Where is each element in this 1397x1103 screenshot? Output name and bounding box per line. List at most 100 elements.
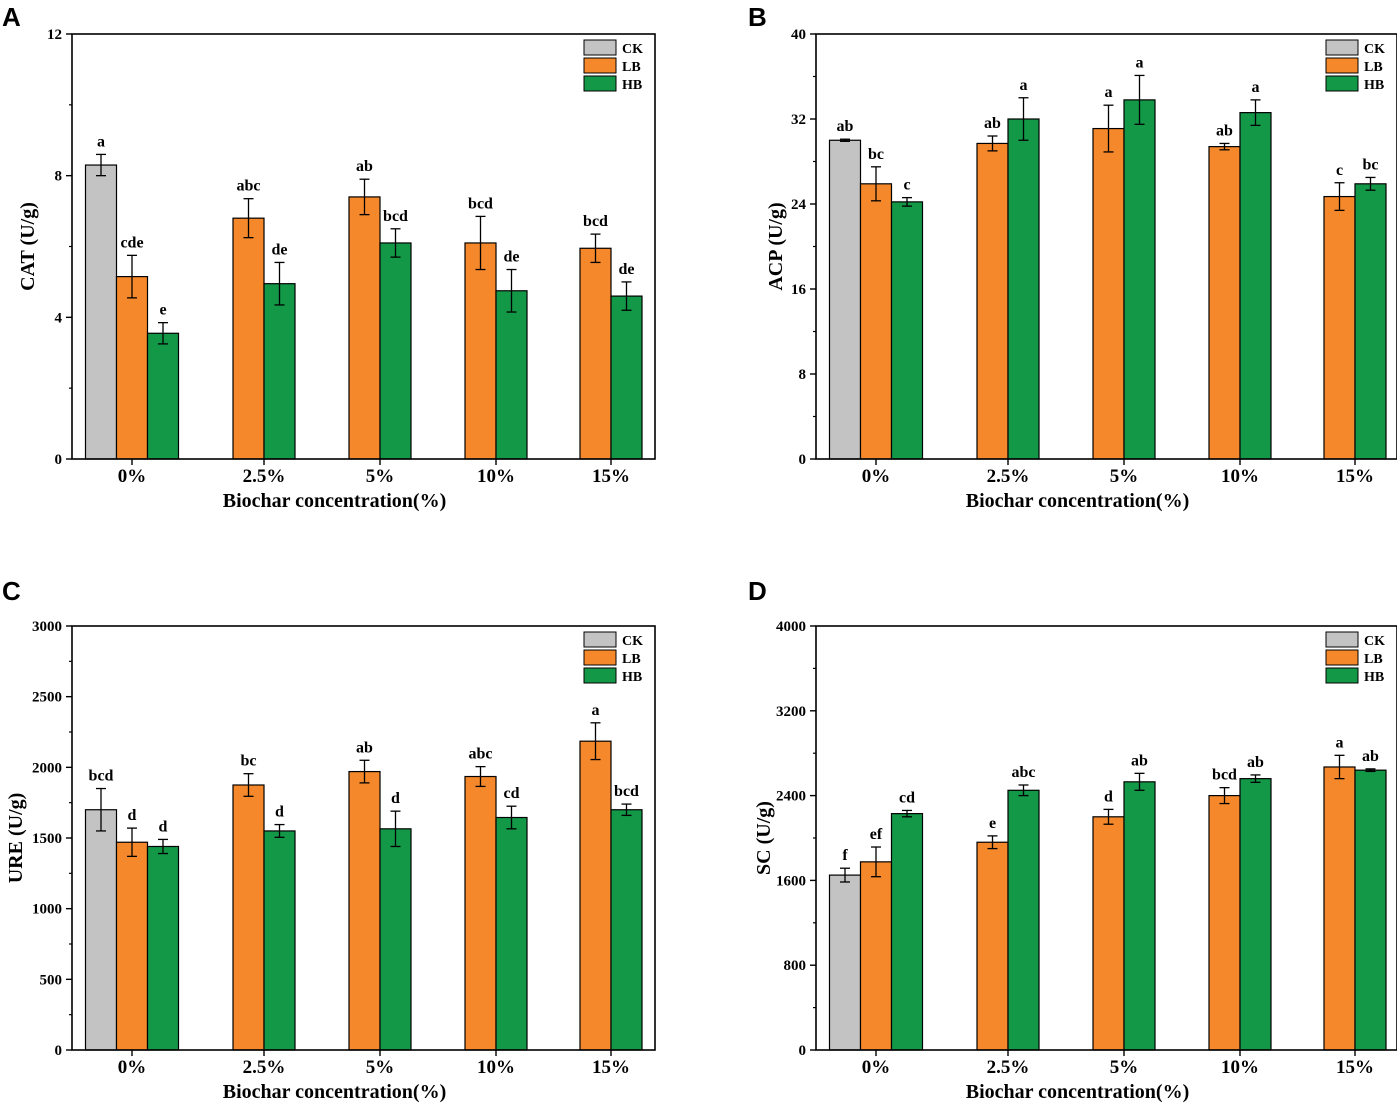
- significance-letter: cd: [504, 785, 520, 802]
- x-tick-label: 15%: [592, 1057, 630, 1078]
- bar-hb-1: [1007, 118, 1040, 460]
- bar-hb-3: [495, 290, 528, 460]
- bar-hb-2: [379, 242, 412, 460]
- x-tick-label: 5%: [1110, 1057, 1139, 1078]
- bar-lb-0: [115, 841, 149, 1051]
- y-axis-title: URE (U/g): [5, 793, 27, 884]
- y-axis-title: ACP (U/g): [765, 202, 787, 290]
- y-tick-label: 0: [55, 452, 63, 468]
- bar-lb-2: [1092, 816, 1125, 1051]
- significance-letter: d: [275, 804, 284, 821]
- panel-letter: B: [748, 2, 767, 32]
- significance-letter: de: [619, 261, 635, 278]
- significance-letter: a: [1336, 734, 1344, 751]
- x-tick-label: 2.5%: [987, 466, 1030, 487]
- bar-lb-3: [1208, 794, 1241, 1051]
- chart-panel-d: Dfefcd0%eabc2.5%dab5%bcdab10%aab15%08001…: [748, 576, 1397, 1103]
- legend-swatch-lb: [583, 57, 617, 74]
- legend-swatch-ck: [583, 631, 617, 648]
- significance-letter: bc: [868, 146, 884, 163]
- bar-lb-3: [464, 775, 497, 1051]
- legend-swatch-ck: [1325, 39, 1359, 56]
- significance-letter: a: [1136, 54, 1144, 71]
- legend-label-lb: LB: [1364, 60, 1383, 75]
- y-tick-label: 4: [55, 310, 63, 326]
- significance-letter: abc: [1012, 764, 1036, 781]
- legend-label-hb: HB: [622, 78, 642, 93]
- panel-letter: D: [748, 576, 767, 606]
- bar-lb-0: [859, 861, 893, 1051]
- significance-letter: bc: [241, 753, 257, 770]
- significance-letter: d: [128, 807, 137, 824]
- significance-letter: bcd: [614, 783, 639, 800]
- bar-lb-1: [232, 784, 265, 1051]
- bar-lb-4: [579, 247, 612, 460]
- significance-letter: cd: [899, 789, 915, 806]
- significance-letter: bcd: [383, 208, 408, 225]
- x-tick-label: 5%: [366, 1057, 395, 1078]
- significance-letter: ab: [1131, 752, 1148, 769]
- significance-letter: a: [1020, 77, 1028, 94]
- bar-hb-2: [1123, 781, 1156, 1051]
- x-axis-title: Biochar concentration(%): [223, 1081, 447, 1103]
- legend-swatch-ck: [583, 39, 617, 56]
- y-tick-label: 500: [40, 972, 63, 988]
- bar-hb-4: [1354, 183, 1387, 460]
- significance-letter: d: [1104, 788, 1113, 805]
- bar-hb-3: [495, 816, 528, 1051]
- significance-letter: e: [159, 302, 166, 319]
- y-tick-label: 24: [791, 197, 807, 213]
- y-tick-label: 2000: [32, 760, 62, 776]
- legend-label-hb: HB: [1364, 78, 1384, 93]
- significance-letter: ab: [1216, 122, 1233, 139]
- bar-lb-2: [1092, 127, 1125, 460]
- significance-letter: bcd: [1212, 767, 1237, 784]
- y-tick-label: 0: [799, 1043, 807, 1059]
- significance-letter: abc: [469, 746, 493, 763]
- y-tick-label: 3200: [776, 704, 806, 720]
- legend-label-ck: CK: [1364, 634, 1385, 649]
- significance-letter: d: [159, 818, 168, 835]
- bar-hb-0: [890, 201, 924, 460]
- x-tick-label: 10%: [477, 1057, 515, 1078]
- significance-letter: bcd: [89, 768, 114, 785]
- x-tick-label: 2.5%: [987, 1057, 1030, 1078]
- bar-lb-1: [232, 217, 265, 460]
- legend-swatch-lb: [1325, 649, 1359, 666]
- y-tick-label: 1500: [32, 831, 62, 847]
- bar-hb-4: [610, 295, 643, 460]
- bar-hb-1: [1007, 789, 1040, 1051]
- significance-letter: a: [97, 133, 105, 150]
- bar-lb-4: [579, 740, 612, 1051]
- panel-letter: A: [2, 2, 21, 32]
- y-tick-label: 8: [55, 169, 63, 185]
- bar-hb-0: [146, 332, 180, 460]
- x-tick-label: 15%: [1336, 466, 1374, 487]
- y-tick-label: 0: [55, 1043, 63, 1059]
- chart-panel-a: Aa cde e 0% abc de 2.5% ab bcd 5% bcd de 10% bcd de 15%…: [2, 2, 656, 512]
- legend-swatch-lb: [1325, 57, 1359, 74]
- significance-letter: bcd: [583, 213, 608, 230]
- x-tick-label: 10%: [1221, 1057, 1259, 1078]
- significance-letter: c: [903, 177, 910, 194]
- significance-letter: c: [1336, 162, 1343, 179]
- x-axis-title: Biochar concentration(%): [966, 1081, 1190, 1103]
- significance-letter: ab: [984, 115, 1001, 132]
- significance-letter: bc: [1363, 156, 1379, 173]
- bar-hb-1: [263, 283, 296, 460]
- bar-hb-2: [379, 828, 412, 1051]
- x-tick-label: 15%: [1336, 1057, 1374, 1078]
- y-tick-label: 12: [47, 27, 62, 43]
- bar-lb-2: [348, 196, 381, 460]
- bar-lb-4: [1323, 766, 1356, 1051]
- bar-ck-0: [84, 164, 118, 460]
- significance-letter: bcd: [468, 195, 493, 212]
- y-tick-label: 2400: [776, 789, 806, 805]
- x-tick-label: 0%: [862, 466, 891, 487]
- legend-label-ck: CK: [622, 634, 643, 649]
- x-tick-label: 5%: [1110, 466, 1139, 487]
- legend-swatch-hb: [583, 667, 617, 684]
- y-tick-label: 1600: [776, 873, 806, 889]
- legend-swatch-lb: [583, 649, 617, 666]
